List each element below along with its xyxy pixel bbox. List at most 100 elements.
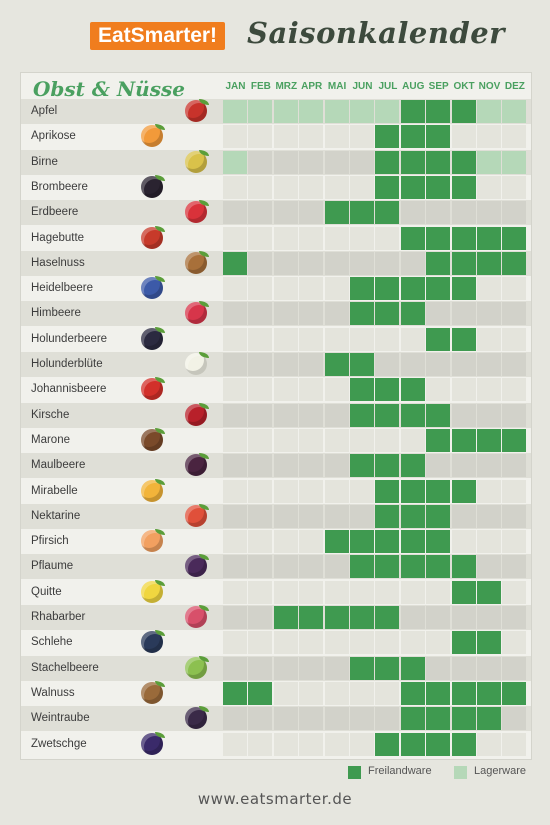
season-cell-okt xyxy=(451,504,476,528)
season-cell-mai xyxy=(324,125,349,149)
leaf-icon xyxy=(199,453,209,460)
season-cell-feb xyxy=(248,555,273,579)
season-cell-apr xyxy=(299,454,324,478)
season-cell-apr xyxy=(299,302,324,326)
freiland-legend-swatch xyxy=(348,766,361,779)
leaf-icon xyxy=(155,427,165,434)
fruit-name: Himbeere xyxy=(31,307,81,320)
leaf-icon xyxy=(155,124,165,131)
season-cell-apr xyxy=(299,403,324,427)
season-cell-apr xyxy=(299,631,324,655)
season-cell-okt xyxy=(451,656,476,680)
season-cell-dez xyxy=(502,302,527,326)
season-cell-feb xyxy=(248,378,273,402)
season-cell-mai xyxy=(324,428,349,452)
season-cell-jun xyxy=(350,504,374,528)
fruit-name: Zwetschge xyxy=(31,737,87,750)
season-cell-feb xyxy=(248,302,273,326)
season-cell-aug xyxy=(400,201,425,225)
leaf-icon xyxy=(155,326,165,333)
season-cell-okt xyxy=(451,454,476,478)
fruit-name: Aprikose xyxy=(31,130,76,143)
season-cell-jul xyxy=(375,555,400,579)
season-cell-aug xyxy=(400,707,425,731)
fruit-name: Quitte xyxy=(31,585,62,598)
season-cell-nov xyxy=(477,251,501,275)
table-row: Walnuss xyxy=(21,680,531,706)
season-cell-apr xyxy=(299,555,324,579)
blueberry-icon xyxy=(141,277,163,300)
season-cell-okt xyxy=(451,302,476,326)
table-row: Johannisbeere xyxy=(21,377,531,402)
season-cell-dez xyxy=(502,175,527,199)
season-cell-nov xyxy=(477,302,501,326)
season-cell-dez xyxy=(502,504,527,528)
fruit-name: Holunderblüte xyxy=(31,358,103,370)
season-cell-feb xyxy=(248,479,273,503)
season-cell-mrz xyxy=(273,555,298,579)
season-cell-feb xyxy=(248,606,273,629)
season-cell-feb xyxy=(248,201,273,225)
leaf-icon xyxy=(155,478,165,485)
fruit-name: Kirsche xyxy=(31,408,70,421)
season-cell-mrz xyxy=(273,201,298,225)
season-cell-dez xyxy=(502,631,527,655)
leaf-icon xyxy=(155,731,165,738)
season-cell-jan xyxy=(223,302,247,326)
redcurrant-icon xyxy=(141,378,163,401)
season-cell-sep xyxy=(426,454,451,478)
season-cell-jul xyxy=(375,100,400,123)
season-cell-sep xyxy=(426,201,451,225)
elderberry-icon xyxy=(141,327,163,350)
season-cell-apr xyxy=(299,656,324,680)
season-cell-sep xyxy=(426,631,451,655)
table-row: Marone xyxy=(21,427,531,453)
season-cell-jan xyxy=(223,732,247,756)
season-cell-jan xyxy=(223,175,247,199)
season-cell-aug xyxy=(400,631,425,655)
season-cell-nov xyxy=(477,226,501,250)
season-cell-mrz xyxy=(273,100,298,123)
season-cell-jul xyxy=(375,707,400,731)
fruit-name: Marone xyxy=(31,433,70,446)
leaf-icon xyxy=(155,579,165,586)
season-cell-dez xyxy=(502,378,527,402)
season-cell-aug xyxy=(400,479,425,503)
season-cell-jan xyxy=(223,454,247,478)
leaf-icon xyxy=(199,149,209,156)
season-cell-apr xyxy=(299,125,324,149)
season-cell-sep xyxy=(426,580,451,604)
eatsmarter-logo[interactable]: EatSmarter! xyxy=(90,22,226,50)
season-cell-apr xyxy=(299,226,324,250)
season-cell-nov xyxy=(477,681,501,705)
season-cell-jun xyxy=(350,530,374,554)
season-cell-jan xyxy=(223,277,247,301)
season-cell-nov xyxy=(477,580,501,604)
season-cell-okt xyxy=(451,327,476,351)
season-cell-jul xyxy=(375,681,400,705)
season-cell-jul xyxy=(375,150,400,174)
season-cell-feb xyxy=(248,327,273,351)
table-row: Quitte xyxy=(21,579,531,605)
chestnut-icon xyxy=(141,428,163,451)
season-cell-feb xyxy=(248,530,273,554)
season-cell-okt xyxy=(451,251,476,275)
season-cell-jun xyxy=(350,201,374,225)
season-cell-apr xyxy=(299,150,324,174)
season-cell-aug xyxy=(400,378,425,402)
leaf-icon xyxy=(199,503,209,510)
season-cell-jul xyxy=(375,226,400,250)
season-cell-apr xyxy=(299,353,324,376)
month-feb: FEB xyxy=(250,81,271,92)
mulberry-icon xyxy=(185,454,207,477)
season-cell-apr xyxy=(299,606,324,629)
season-cell-sep xyxy=(426,530,451,554)
table-row: Erdbeere xyxy=(21,200,531,226)
season-cell-aug xyxy=(400,125,425,149)
season-cell-jun xyxy=(350,175,374,199)
season-cell-okt xyxy=(451,150,476,174)
season-cell-nov xyxy=(477,504,501,528)
footer-url[interactable]: www.eatsmarter.de xyxy=(197,790,353,808)
plum-icon xyxy=(185,555,207,578)
apple-icon xyxy=(185,100,207,122)
